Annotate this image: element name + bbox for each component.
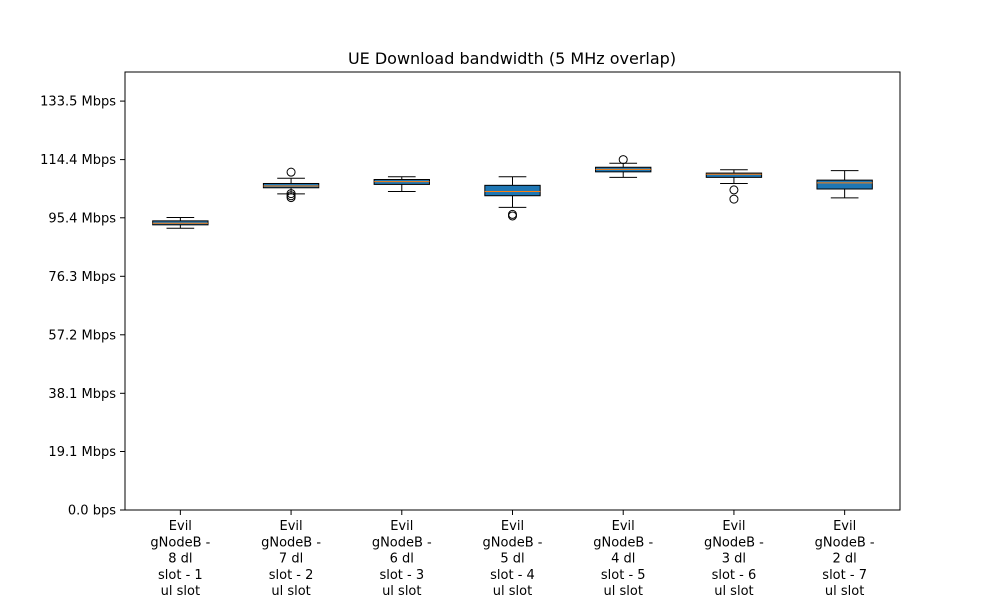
x-tick-label-line: Evil	[612, 519, 635, 534]
x-tick-label-line: Evil	[501, 519, 524, 534]
plot-area-frame	[124, 71, 901, 511]
x-tick-label: Evil gNodeB - 7 dl slot - 2 ul slot	[261, 519, 321, 599]
box-group	[152, 216, 209, 229]
x-tick-label-line: gNodeB -	[372, 535, 432, 550]
x-tick-label-line: ul slot	[271, 584, 310, 599]
y-tick-label: 95.4 Mbps	[48, 211, 116, 226]
y-tick-label: 133.5 Mbps	[40, 95, 116, 110]
x-tick-label-line: 6 dl	[390, 552, 414, 567]
outlier-point	[286, 167, 296, 177]
x-tick-label: Evil gNodeB - 2 dl slot - 7 ul slot	[815, 519, 875, 599]
outlier-point	[508, 211, 517, 221]
box-group	[373, 176, 430, 192]
x-tick-label-line: 8 dl	[168, 552, 192, 567]
x-tick-label-line: 2 dl	[833, 552, 857, 567]
y-tick-label: 114.4 Mbps	[40, 153, 116, 168]
x-tick-label: Evil gNodeB - 6 dl slot - 3 ul slot	[372, 519, 432, 599]
box-group	[816, 170, 873, 199]
x-tick-label-line: Evil	[722, 519, 745, 534]
box-group	[262, 167, 320, 203]
x-tick-label-line: Evil	[833, 519, 856, 534]
iqr-box	[484, 184, 541, 197]
x-tick-label-line: ul slot	[825, 584, 864, 599]
x-tick-label-line: Evil	[390, 519, 413, 534]
x-tick-label-line: 7 dl	[279, 552, 303, 567]
y-tick-label: 57.2 Mbps	[48, 328, 116, 343]
x-tick-label-line: slot - 3	[379, 568, 424, 583]
iqr-box	[816, 179, 873, 190]
y-tick-label: 0.0 bps	[68, 504, 116, 519]
y-tick-label: 19.1 Mbps	[48, 445, 116, 460]
x-tick-label-line: Evil	[280, 519, 303, 534]
chart-title: UE Download bandwidth (5 MHz overlap)	[348, 49, 676, 68]
box-group	[484, 176, 541, 221]
x-tick-label-line: slot - 1	[158, 568, 203, 583]
x-tick-label-line: ul slot	[714, 584, 753, 599]
x-tick-label-line: gNodeB -	[593, 535, 653, 550]
x-tick-label-line: ul slot	[161, 584, 200, 599]
x-tick-label-line: Evil	[169, 519, 192, 534]
x-tick-label-line: slot - 4	[490, 568, 535, 583]
box-group	[705, 169, 763, 204]
x-tick-label-line: gNodeB -	[150, 535, 210, 550]
box-group	[595, 155, 652, 178]
x-tick-label-line: 3 dl	[722, 552, 746, 567]
x-tick-label-line: ul slot	[382, 584, 421, 599]
x-tick-label-line: 4 dl	[611, 552, 635, 567]
x-tick-label: Evil gNodeB - 5 dl slot - 4 ul slot	[483, 519, 543, 599]
x-tick-label-line: ul slot	[493, 584, 532, 599]
outlier-point	[286, 189, 296, 199]
outlier-point	[729, 194, 739, 204]
x-tick-label-line: slot - 2	[269, 568, 314, 583]
y-tick-label: 76.3 Mbps	[48, 270, 116, 285]
x-tick-label-line: 5 dl	[500, 552, 524, 567]
x-tick-label-line: slot - 5	[601, 568, 646, 583]
x-tick-label-line: ul slot	[604, 584, 643, 599]
x-tick-label-line: slot - 6	[712, 568, 757, 583]
outlier-point	[286, 193, 296, 203]
x-tick-label-line: gNodeB -	[815, 535, 875, 550]
x-tick-label: Evil gNodeB - 8 dl slot - 1 ul slot	[150, 519, 210, 599]
x-tick-label-line: gNodeB -	[261, 535, 321, 550]
iqr-box	[705, 172, 763, 178]
boxes-layer	[152, 155, 873, 229]
x-tick-label-line: gNodeB -	[704, 535, 764, 550]
y-axis: 0.0 bps 19.1 Mbps 38.1 Mbps 57.2 Mbps 76.3 M…	[40, 95, 125, 519]
x-tick-label: Evil gNodeB - 4 dl slot - 5 ul slot	[593, 519, 653, 599]
x-tick-label-line: slot - 7	[822, 568, 867, 583]
outlier-point	[729, 185, 739, 195]
x-tick-label-line: gNodeB -	[483, 535, 543, 550]
x-tick-label: Evil gNodeB - 3 dl slot - 6 ul slot	[704, 519, 764, 599]
outlier-point	[618, 155, 628, 165]
y-tick-label: 38.1 Mbps	[48, 387, 116, 402]
